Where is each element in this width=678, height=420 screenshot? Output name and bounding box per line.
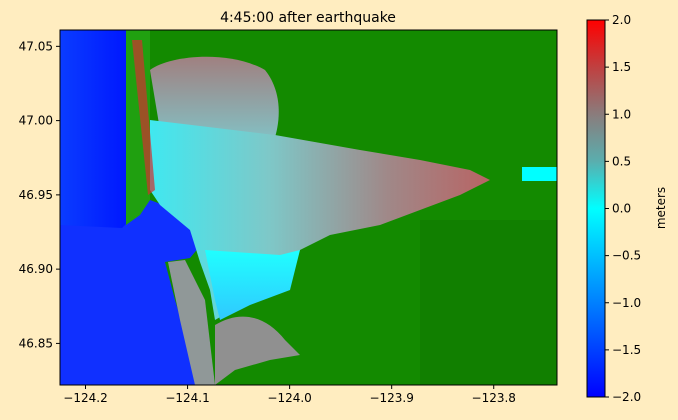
colorbar: [586, 19, 606, 398]
colorbar-tick-label: 1.5: [612, 60, 631, 74]
chart-title: 4:45:00 after earthquake: [220, 10, 396, 26]
colorbar-tick-label: 1.0: [612, 107, 631, 121]
ocean-mouth: [60, 200, 205, 385]
heatmap: [60, 30, 557, 385]
bay-southeast-arm: [215, 316, 300, 385]
bay-south-arm: [205, 250, 300, 320]
y-tick-label: 47.00: [19, 114, 53, 128]
colorbar-ticks: −2.0 −1.5 −1.0 −0.5 0.0 0.5 1.0 1.5 2.0: [605, 13, 641, 404]
x-tick-label: −124.1: [165, 391, 209, 405]
colorbar-tick-label: −1.0: [612, 296, 641, 310]
x-tick-label: −124.0: [267, 391, 311, 405]
x-tick-label: −124.2: [63, 391, 107, 405]
x-axis: −124.2 −124.1 −124.0 −123.9 −123.8: [63, 385, 516, 405]
offshore-cyan-patch: [522, 167, 557, 181]
y-tick-label: 47.05: [19, 39, 53, 53]
colorbar-tick-label: −2.0: [612, 390, 641, 404]
y-tick-label: 46.95: [19, 188, 53, 202]
colorbar-tick-label: 0.0: [612, 202, 631, 216]
colorbar-tick-label: −1.5: [612, 343, 641, 357]
x-tick-label: −123.8: [472, 391, 516, 405]
x-tick-label: −123.9: [369, 391, 413, 405]
land-dark-patch: [420, 220, 557, 385]
y-tick-label: 46.90: [19, 262, 53, 276]
peninsula-water: [132, 40, 155, 195]
colorbar-label: meters: [654, 187, 668, 229]
colorbar-tick-label: 0.5: [612, 154, 631, 168]
y-axis: 46.85 46.90 46.95 47.00 47.05: [19, 39, 60, 350]
colorbar-tick-label: −0.5: [612, 249, 641, 263]
colorbar-tick-label: 2.0: [612, 13, 631, 27]
y-tick-label: 46.85: [19, 336, 53, 350]
south-spit: [168, 260, 215, 385]
plot-frame: [59, 29, 558, 386]
